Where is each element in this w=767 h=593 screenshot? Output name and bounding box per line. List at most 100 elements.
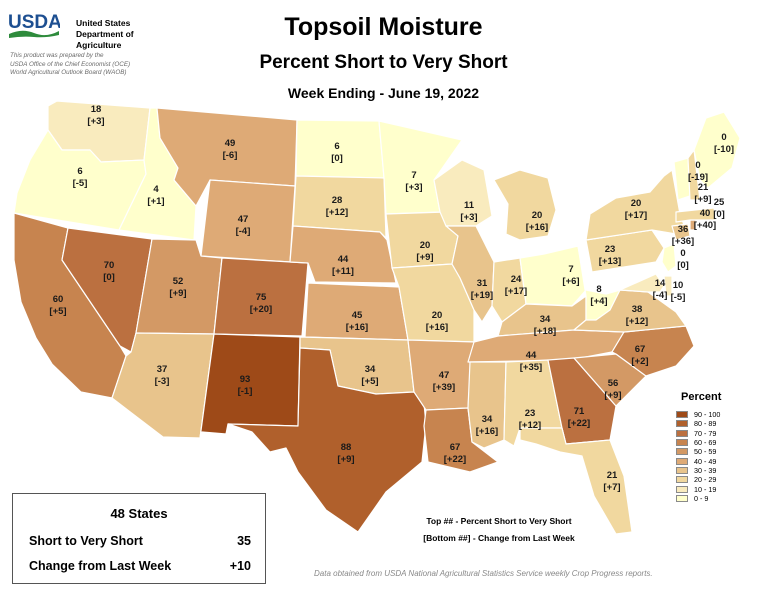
state-co [213,257,309,337]
legend-label: 70 - 79 [694,428,717,438]
state-change-tn: [+35] [520,362,542,373]
state-change-sd: [+12] [326,207,348,218]
state-nh [687,149,701,201]
state-change-ny: [+17] [625,210,647,221]
state-value-ar: 47 [439,370,450,381]
state-value-sc: 56 [608,378,619,389]
legend-title: Percent [681,391,722,403]
usda-logo-mark: USDA [8,8,60,42]
state-value-ri: 40 [700,208,711,219]
state-change-vt: [-19] [688,172,708,183]
state-change-nj: [0] [677,260,689,271]
state-value-tx: 88 [341,442,352,453]
state-value-md: 14 [655,278,666,289]
state-value-ct: 36 [678,224,689,235]
state-change-ut: [+9] [169,288,186,299]
legend-label: 20 - 29 [694,475,717,485]
state-value-ms: 34 [482,414,493,425]
state-value-nj: 0 [680,248,685,259]
legend-item: 50 - 59 [676,447,766,456]
state-de [663,275,673,297]
agency-name: United States Department of Agriculture [76,18,134,50]
state-value-mn: 7 [411,170,416,181]
note-top: Top ## - Percent Short to Very Short [426,516,572,526]
state-value-mi: 20 [532,210,543,221]
state-change-or: [-5] [73,178,88,189]
state-value-nm: 93 [240,374,251,385]
state-value-mo: 20 [432,310,443,321]
state-value-wy: 47 [238,214,249,225]
state-change-al: [+12] [519,420,541,431]
state-value-or: 6 [77,166,82,177]
state-change-ms: [+16] [476,426,498,437]
state-value-ky: 34 [540,314,551,325]
legend-swatch [676,457,688,465]
legend-label: 10 - 19 [694,484,717,494]
legend-swatch [676,485,688,493]
state-value-ne: 44 [338,254,349,265]
state-change-mn: [+3] [405,182,422,193]
state-change-nd: [0] [331,153,343,164]
state-value-wi: 11 [464,200,475,211]
state-change-wv: [+4] [590,296,607,307]
legend-label: 90 - 100 [694,410,721,420]
state-change-ri: [+40] [694,220,716,231]
state-md [619,273,665,293]
state-wi [433,159,493,227]
state-value-pa: 23 [605,244,616,255]
legend-swatch [676,411,688,419]
state-change-wi: [+3] [460,212,477,223]
state-change-md: [-4] [653,290,668,301]
state-ct [671,223,691,241]
state-il [445,225,495,323]
state-value-nc: 67 [635,344,646,355]
state-value-ma: 25 [714,197,725,208]
legend-swatch [676,476,688,484]
prepared-by-note: This product was prepared by the USDA Of… [10,52,131,76]
legend-item: 70 - 79 [676,429,766,438]
state-value-id: 4 [153,184,159,195]
legend-label: 60 - 69 [694,438,717,448]
legend-item: 90 - 100 [676,410,766,419]
state-change-pa: [+13] [599,256,621,267]
state-value-oh: 7 [568,264,573,275]
state-change-co: [+20] [250,304,272,315]
map-title: Topsoil Moisture [284,13,483,41]
legend-label: 40 - 49 [694,456,717,466]
state-value-nh: 21 [698,182,709,193]
state-nd [295,119,385,179]
usda-logo-text: USDA [8,12,60,33]
state-value-ga: 71 [574,406,585,417]
state-value-co: 75 [256,292,267,303]
legend-swatch [676,439,688,447]
state-value-ok: 34 [365,364,376,375]
legend-label: 80 - 89 [694,419,717,429]
summary-label: Short to Very Short [29,534,143,548]
state-value-nd: 6 [334,141,339,152]
summary-box: 48 States Short to Very Short 35 Change … [12,493,266,584]
state-change-mi: [+16] [526,222,548,233]
state-fl [519,427,633,535]
state-value-nv: 70 [104,260,115,271]
state-change-wy: [-4] [236,226,251,237]
state-value-az: 37 [157,364,168,375]
state-value-va: 38 [632,304,643,315]
legend-item: 20 - 29 [676,475,766,484]
state-ne [289,225,397,284]
state-value-de: 10 [673,280,684,291]
legend-item: 0 - 9 [676,494,766,503]
state-change-mo: [+16] [426,322,448,333]
state-change-wa: [+3] [87,116,104,127]
state-change-va: [+12] [626,316,648,327]
legend-item: 30 - 39 [676,466,766,475]
state-value-sd: 28 [332,195,343,206]
source-note: Data obtained from USDA National Agricul… [314,569,653,578]
state-value-wv: 8 [596,284,601,295]
state-value-fl: 21 [607,470,618,481]
state-change-id: [+1] [147,196,164,207]
state-change-de: [-5] [671,292,686,303]
state-change-fl: [+7] [603,482,620,493]
state-value-tn: 44 [526,350,537,361]
state-change-oh: [+6] [562,276,579,287]
legend-swatch [676,429,688,437]
